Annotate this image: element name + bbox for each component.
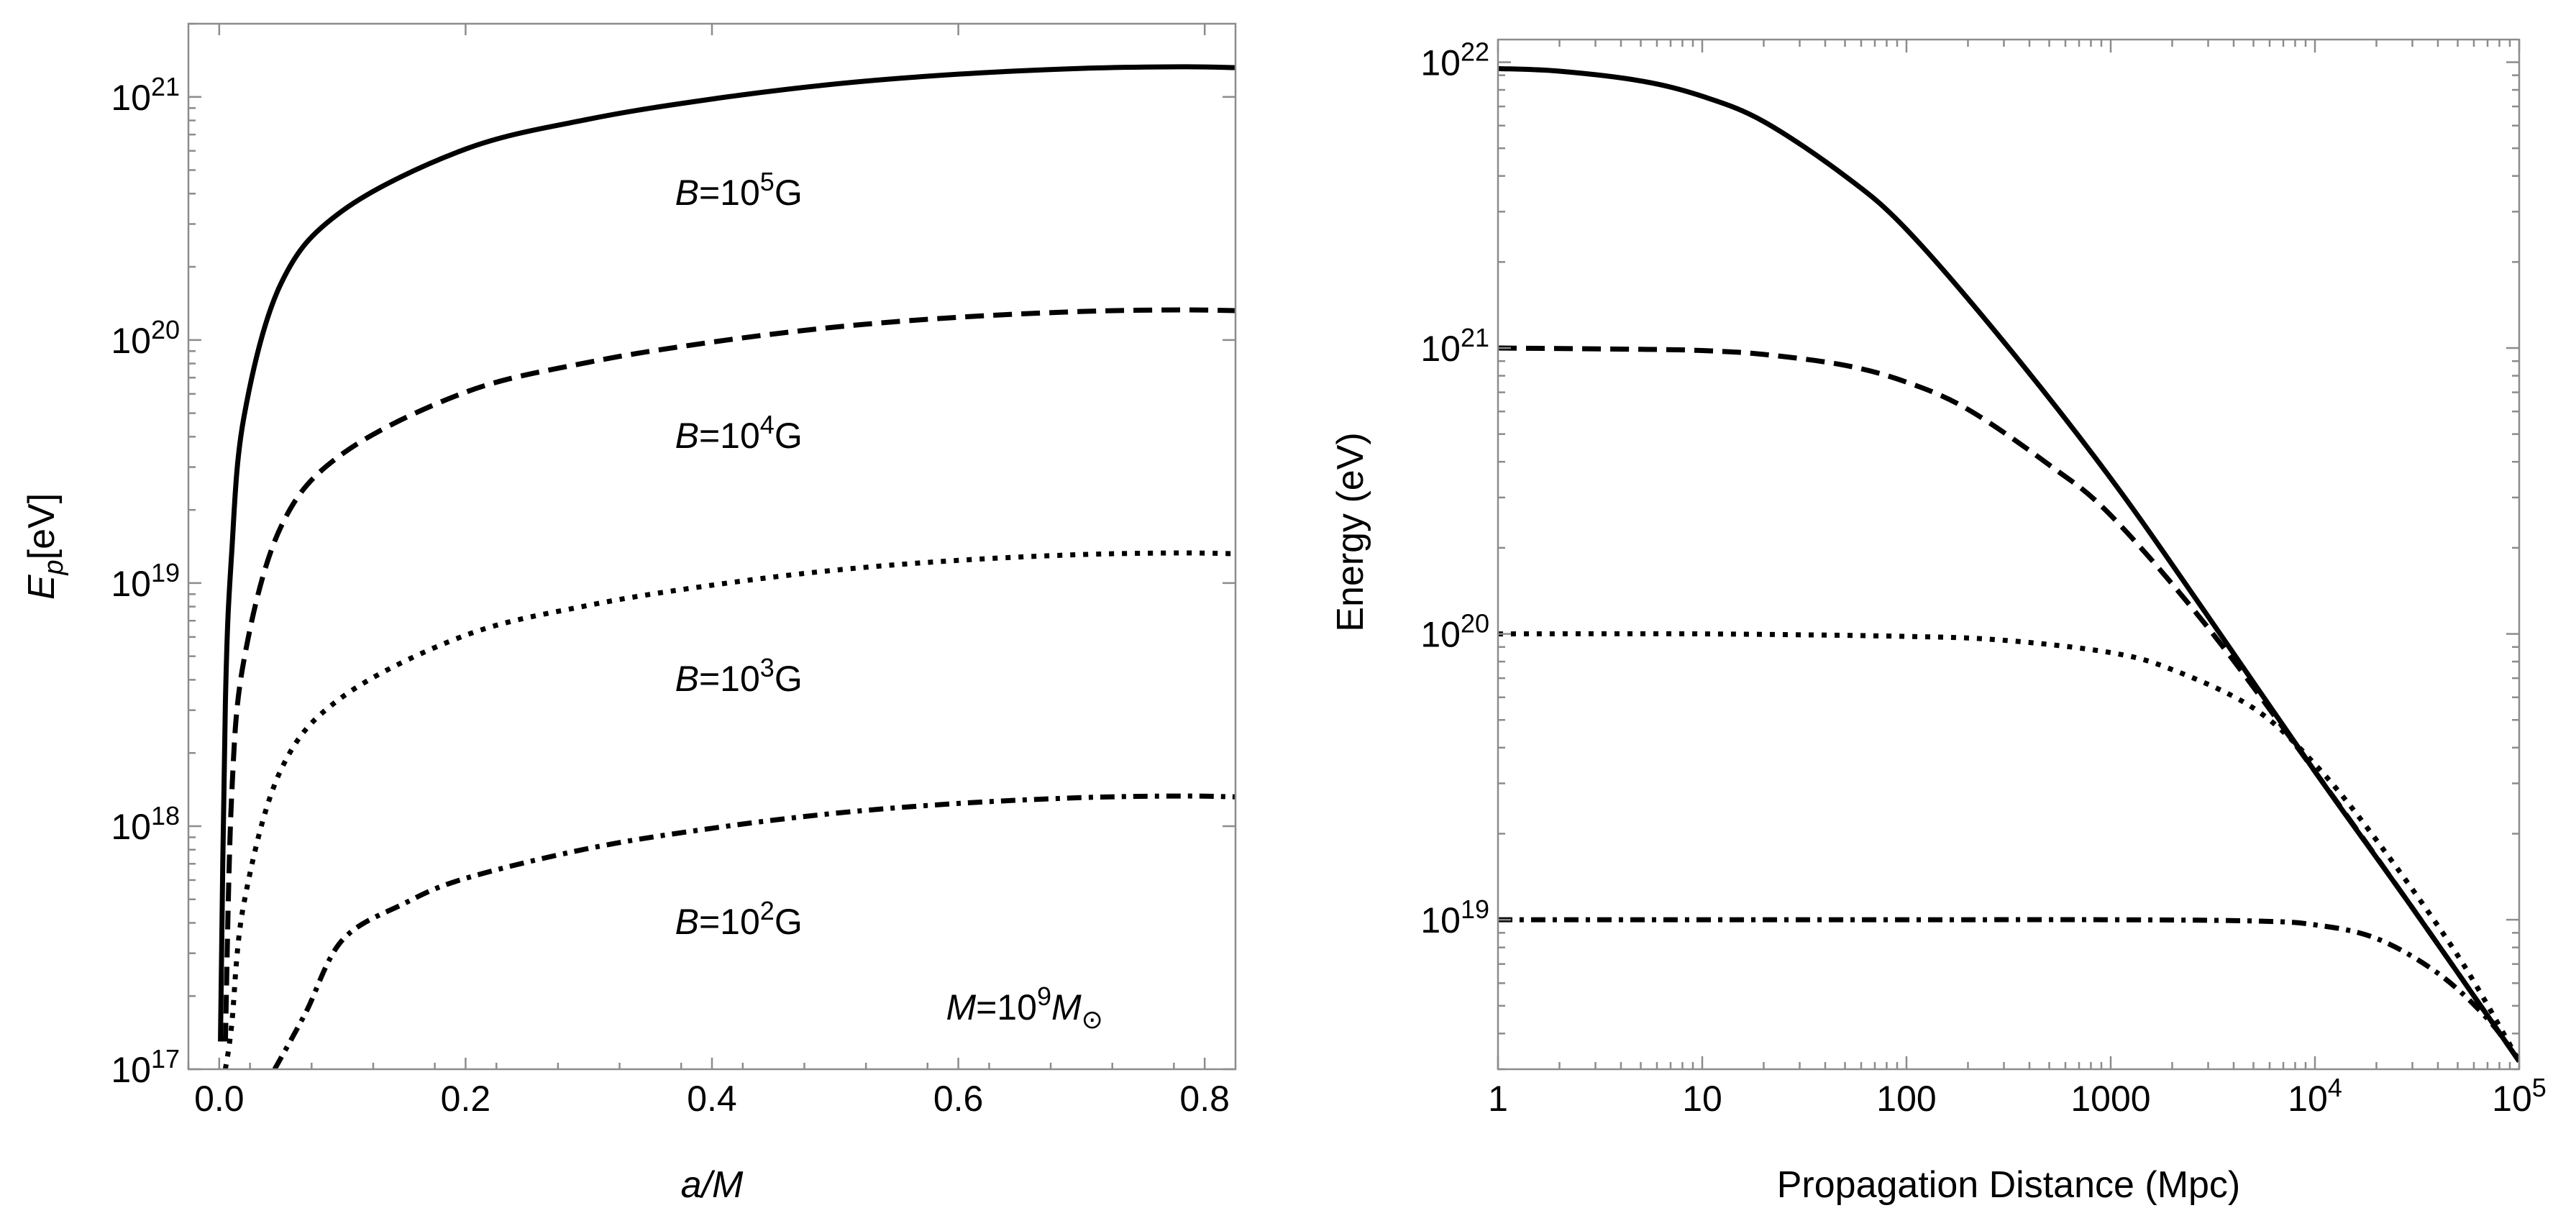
right-curves [1498, 65, 2519, 1063]
left-x-tick-label: 0.2 [441, 1079, 491, 1119]
series-line-4 [272, 793, 1236, 1069]
right-y-tick-label: 1022 [1420, 37, 1489, 83]
left-y-tick-label: 1021 [111, 72, 180, 118]
left-x-tick-label: 0.0 [194, 1079, 245, 1119]
left-annotation-4: B=102G [675, 896, 803, 942]
left-y-tick-label: 1017 [111, 1044, 180, 1090]
right-chart: 1 10 100 1000 104 105 1019 1020 1021 1022 Propag… [1330, 37, 2547, 1206]
left-chart: 0.0 0.2 0.4 0.6 0.8 1017 1018 1019 1020 1021 B=1… [21, 22, 1237, 1206]
right-y-axis: 1019 1020 1021 1022 [1420, 37, 2519, 1071]
right-x-tick-label: 100 [1876, 1079, 1936, 1119]
right-y-tick-label: 1021 [1420, 323, 1489, 369]
left-y-tick-label: 1019 [111, 558, 180, 604]
left-x-tick-label: 0.4 [687, 1079, 737, 1119]
series-line-2 [222, 307, 1236, 1042]
left-y-axis-label: Ep[eV] [21, 493, 69, 600]
left-x-axis-label: a/M [681, 1164, 744, 1206]
left-annotation-5: M=109M⊙ [946, 981, 1102, 1034]
series-line-1 [218, 64, 1236, 1042]
right-x-tick-label: 1000 [2070, 1079, 2150, 1119]
left-x-tick-label: 0.6 [933, 1079, 984, 1119]
right-y-tick-label: 1020 [1420, 609, 1489, 655]
right-x-axis: 1 10 100 1000 104 105 [1488, 40, 2547, 1119]
right-y-tick-label: 1019 [1420, 894, 1489, 941]
series-line-2 [1498, 345, 2519, 1063]
series-line-1 [1498, 65, 2519, 1063]
left-y-tick-label: 1018 [111, 801, 180, 847]
left-x-axis: 0.0 0.2 0.4 0.6 0.8 [187, 24, 1230, 1119]
right-x-axis-label: Propagation Distance (Mpc) [1777, 1164, 2241, 1206]
right-x-tick-label: 1 [1488, 1079, 1508, 1119]
right-y-axis-label: Energy (eV) [1330, 432, 1371, 631]
series-line-3 [222, 550, 1236, 1069]
left-x-tick-label: 0.8 [1179, 1079, 1230, 1119]
right-x-tick-label: 105 [2492, 1073, 2547, 1119]
left-annotations: B=105G B=104G B=103G B=102G M=109M⊙ [675, 167, 1103, 1034]
left-curves [218, 64, 1236, 1069]
right-x-tick-label: 104 [2288, 1073, 2342, 1119]
left-y-axis: 1017 1018 1019 1020 1021 [111, 22, 1236, 1090]
right-plot-frame [1497, 38, 2521, 1071]
left-annotation-2: B=104G [675, 410, 803, 456]
left-y-tick-label: 1020 [111, 315, 180, 361]
right-x-tick-label: 10 [1682, 1079, 1722, 1119]
left-annotation-1: B=105G [675, 167, 803, 213]
series-line-4 [1498, 917, 2519, 1063]
left-annotation-3: B=103G [675, 653, 803, 699]
series-line-3 [1498, 631, 2519, 1063]
